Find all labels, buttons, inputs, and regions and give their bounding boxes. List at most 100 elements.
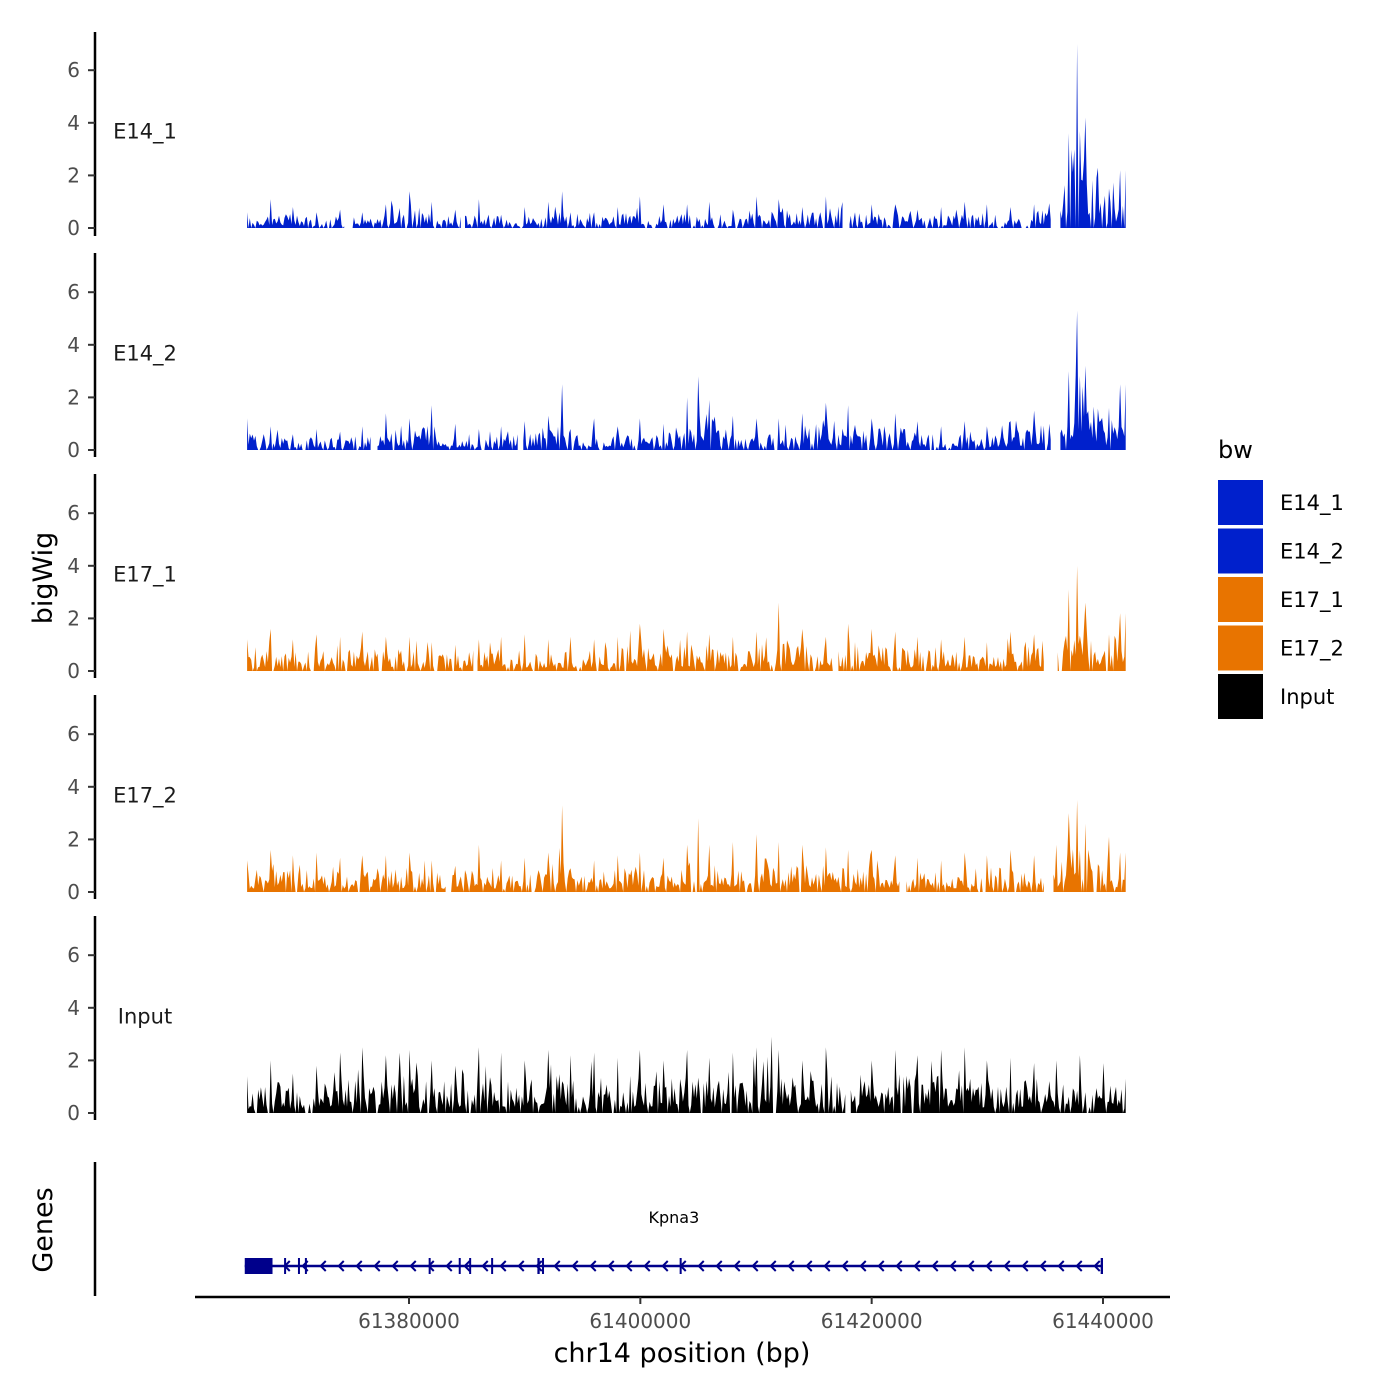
y-tick-label: 4 <box>67 554 80 578</box>
y-tick-label: 6 <box>67 501 80 525</box>
strand-arrow <box>1021 1260 1029 1272</box>
coverage-area <box>477 602 833 671</box>
track-label: E17_2 <box>113 784 177 809</box>
strand-arrow <box>409 1260 417 1272</box>
x-tick-label: 61440000 <box>1052 1309 1154 1333</box>
strand-arrow <box>841 1260 849 1272</box>
track-E17_2: 0 2 4 6 E17_2 <box>67 695 1126 904</box>
legend-key <box>1218 577 1263 622</box>
x-axis-title: chr14 position (bp) <box>554 1338 811 1369</box>
y-tick-label: 6 <box>67 722 80 746</box>
exon <box>284 1258 287 1274</box>
y-axis-title: bigWig <box>28 532 59 625</box>
x-axis: 61380000 61400000 61420000 61440000 <box>195 1295 1170 1333</box>
strand-arrow <box>535 1260 543 1272</box>
coverage-area <box>850 1047 1126 1113</box>
strand-arrow <box>913 1260 921 1272</box>
genes-track-title: Genes <box>28 1187 59 1272</box>
y-tick-label: 0 <box>67 659 80 683</box>
strand-arrow <box>949 1260 957 1272</box>
legend-label: Input <box>1280 685 1334 709</box>
exon <box>297 1258 300 1274</box>
strand-arrow <box>985 1260 993 1272</box>
coverage-area <box>1060 43 1126 229</box>
y-tick-label: 2 <box>67 827 80 851</box>
strand-arrow <box>715 1260 723 1272</box>
legend-title: bw <box>1218 436 1253 464</box>
strand-arrow <box>445 1260 453 1272</box>
legend-key <box>1218 674 1263 719</box>
strand-arrow <box>661 1260 669 1272</box>
legend-key <box>1218 625 1263 671</box>
strand-arrow <box>625 1260 633 1272</box>
track-E14_1: 0 2 4 6 E14_1 <box>67 32 1126 240</box>
exon <box>679 1258 682 1274</box>
genes-track: Kpna3 <box>93 1162 1103 1296</box>
y-tick-label: 0 <box>67 216 80 240</box>
exon <box>304 1258 307 1274</box>
coverage-area <box>465 191 843 228</box>
x-tick-label: 61420000 <box>821 1309 923 1333</box>
track-panels: 0 2 4 6 E14_1 0 2 4 6 E14_2 0 2 4 6 E17_1 0 2 4 6 E17_2 0 2 4 6… <box>67 32 1126 1125</box>
strand-arrow <box>553 1260 561 1272</box>
legend-label: E17_2 <box>1280 637 1344 662</box>
track-label: E14_2 <box>113 342 177 367</box>
coverage-area <box>247 849 446 892</box>
legend-label: E14_1 <box>1280 491 1344 516</box>
coverage-area <box>247 199 345 228</box>
y-tick-label: 4 <box>67 996 80 1020</box>
strand-arrow <box>373 1260 381 1272</box>
track-E14_2: 0 2 4 6 E14_2 <box>67 253 1126 462</box>
coverage-area <box>351 191 461 228</box>
y-tick-label: 2 <box>67 1048 80 1072</box>
strand-arrow <box>697 1260 705 1272</box>
track-label: E14_1 <box>113 120 177 145</box>
strand-arrow <box>1093 1260 1101 1272</box>
strand-arrow <box>499 1260 507 1272</box>
gene-Kpna3: Kpna3 <box>244 1208 1103 1274</box>
strand-arrow <box>805 1260 813 1272</box>
strand-arrow <box>1057 1260 1065 1272</box>
exon <box>1100 1258 1103 1274</box>
exon <box>469 1258 472 1274</box>
exon <box>244 1258 273 1274</box>
coverage-area <box>247 1036 846 1113</box>
coverage-area <box>1053 800 1126 892</box>
y-tick-label: 4 <box>67 111 80 135</box>
coverage-area <box>1060 310 1126 450</box>
exon <box>537 1258 540 1274</box>
legend-key <box>1218 528 1263 574</box>
track-Input: 0 2 4 6 Input <box>67 916 1126 1125</box>
y-tick-label: 0 <box>67 1101 80 1125</box>
strand-arrow <box>1075 1260 1083 1272</box>
strand-arrow <box>877 1260 885 1272</box>
strand-arrow <box>1003 1260 1011 1272</box>
strand-arrow <box>1039 1260 1047 1272</box>
strand-arrow <box>733 1260 741 1272</box>
exon <box>428 1258 431 1274</box>
legend-label: E17_1 <box>1280 588 1344 613</box>
exon <box>458 1258 461 1274</box>
strand-arrow <box>823 1260 831 1272</box>
legend-label: E14_2 <box>1280 540 1344 565</box>
x-tick-label: 61380000 <box>358 1309 460 1333</box>
y-tick-label: 2 <box>67 606 80 630</box>
strand-arrow <box>481 1260 489 1272</box>
coverage-area <box>247 628 474 671</box>
coverage-area <box>906 849 1044 892</box>
strand-arrow <box>751 1260 759 1272</box>
coverage-area <box>838 623 1044 671</box>
strand-arrow <box>571 1260 579 1272</box>
gene-label: Kpna3 <box>648 1208 699 1227</box>
strand-arrow <box>859 1260 867 1272</box>
y-tick-label: 4 <box>67 333 80 357</box>
strand-arrow <box>337 1260 345 1272</box>
legend: bw E14_1 E14_2 E17_1 E17_2 Input <box>1218 436 1344 719</box>
exon <box>542 1258 545 1274</box>
coverage-area <box>247 418 371 450</box>
y-tick-label: 2 <box>67 163 80 187</box>
strand-arrow <box>355 1260 363 1272</box>
y-tick-label: 0 <box>67 438 80 462</box>
strand-arrow <box>391 1260 399 1272</box>
